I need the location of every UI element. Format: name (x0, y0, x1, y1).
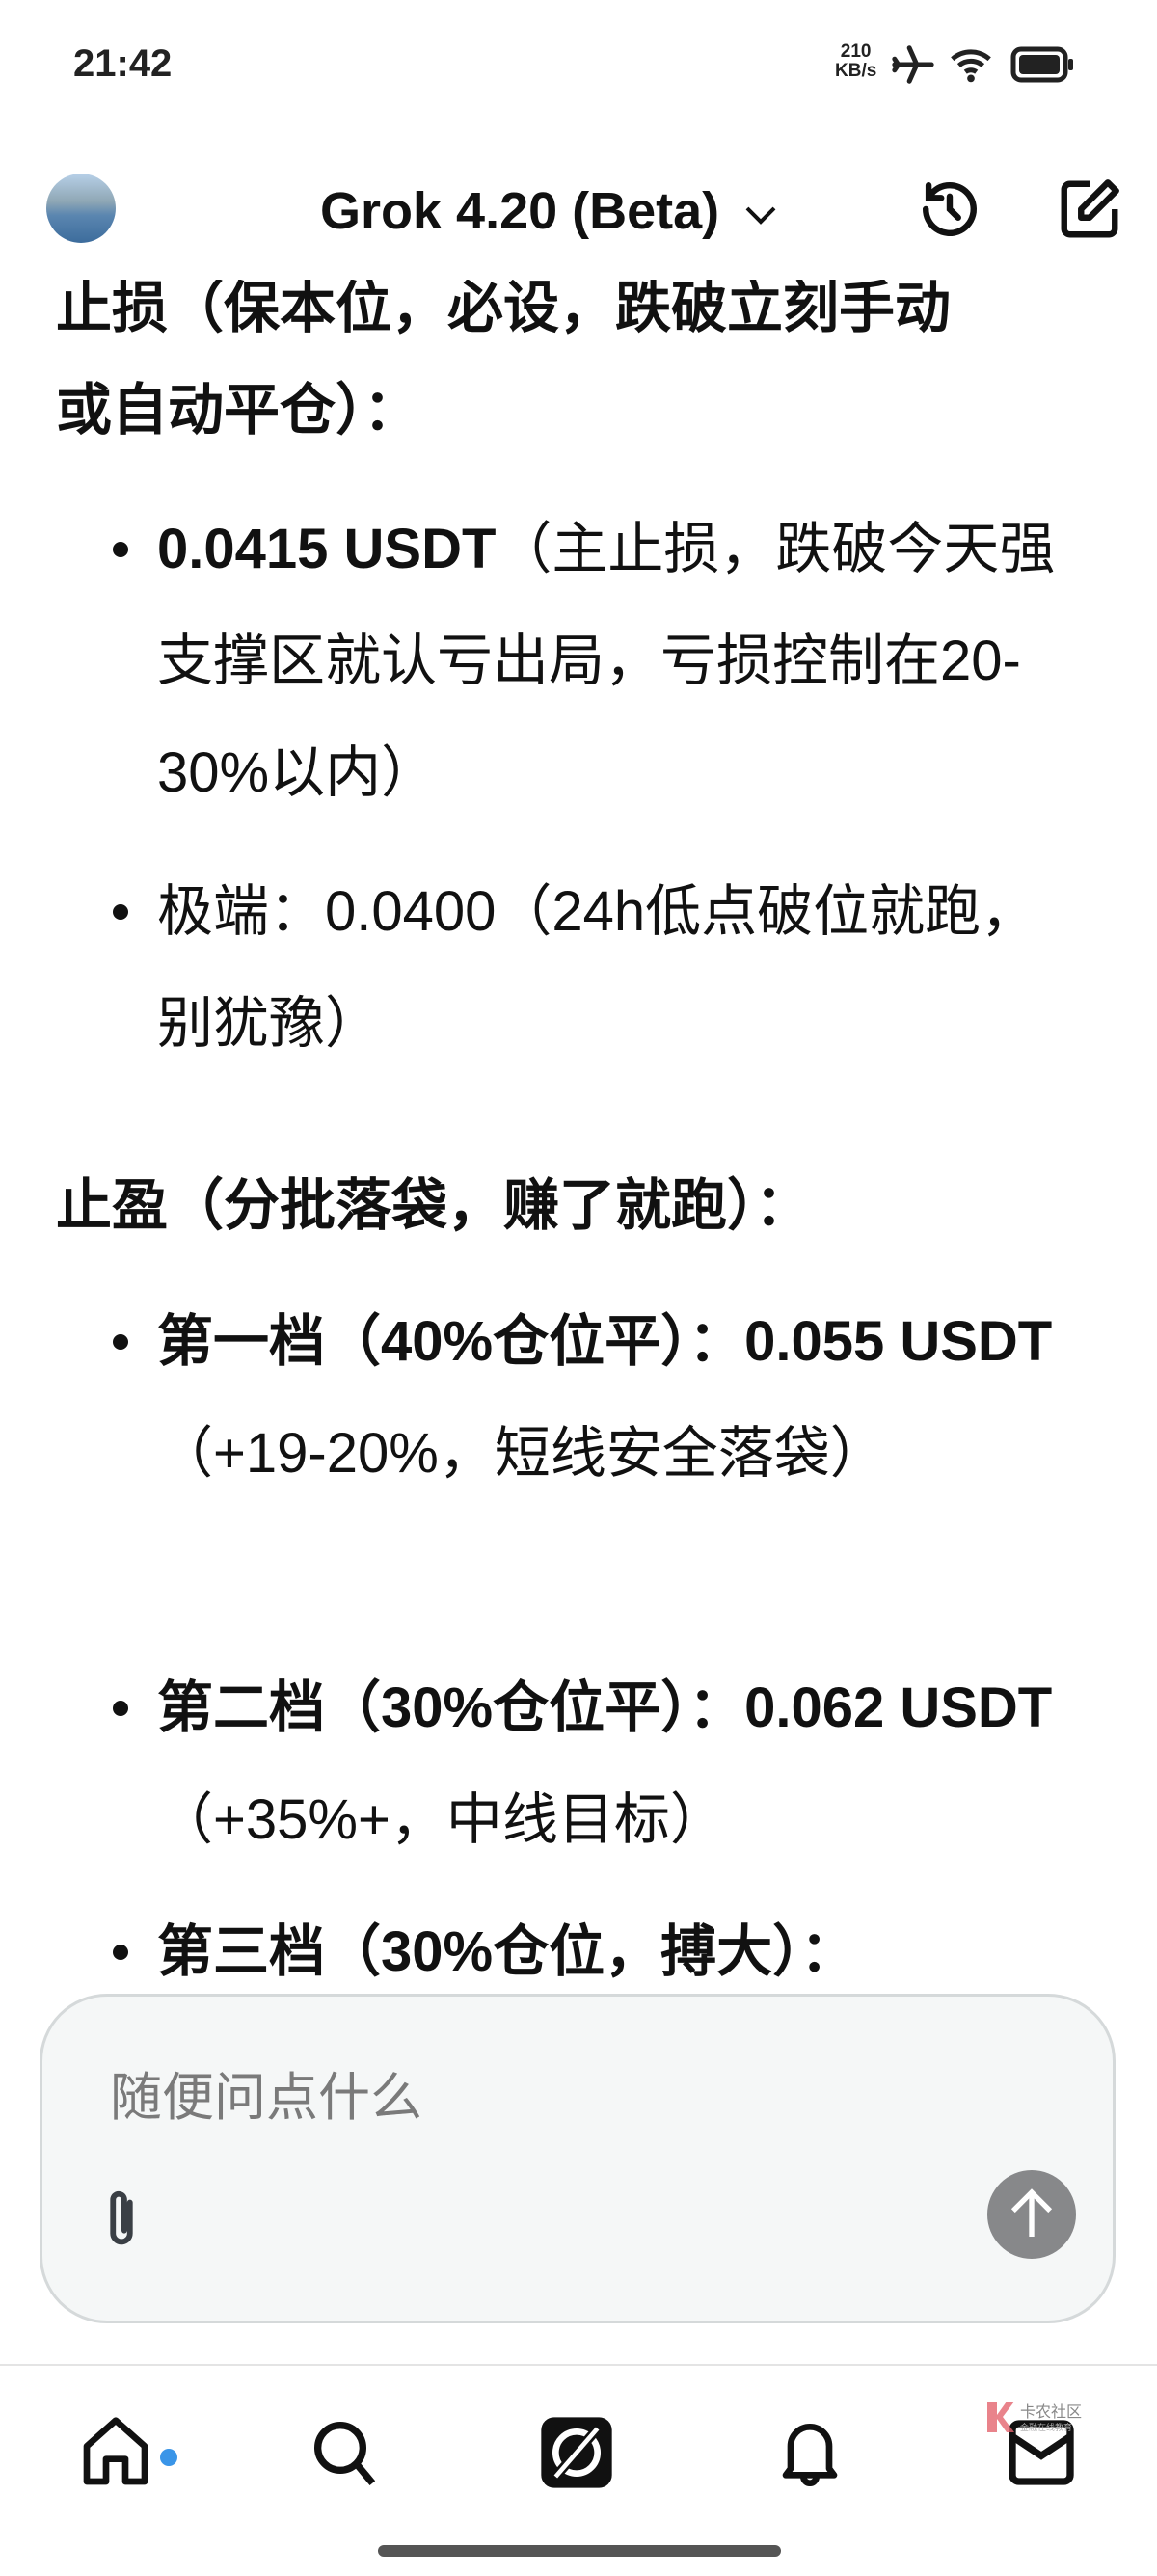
tier-label: 第三档（30%仓位，搏大）： (157, 1920, 857, 1983)
new-chat-icon[interactable] (1056, 175, 1123, 243)
notification-dot (160, 2449, 177, 2466)
paperclip-icon[interactable] (94, 2186, 148, 2253)
status-bar: 21:42 210 KB/s (0, 0, 1157, 135)
item-text: （+19-20%，短线安全落袋） (157, 1422, 886, 1485)
price-value: 0.062 USDT (744, 1677, 1053, 1739)
svg-text:卡农社区: 卡农社区 (1020, 2402, 1082, 2421)
search-icon (314, 2422, 376, 2486)
nav-home[interactable] (77, 2414, 177, 2491)
grok-icon (541, 2417, 612, 2488)
nav-messages[interactable] (1003, 2414, 1080, 2491)
avatar[interactable] (46, 174, 116, 243)
send-button[interactable] (987, 2170, 1076, 2259)
stop-loss-heading-line2: 或自动平仓）： (56, 379, 420, 442)
home-indicator[interactable] (378, 2545, 781, 2557)
app-header: Grok 4.20 (Beta) (0, 135, 1157, 280)
item-text: 极端：0.0400（24h低点破位就跑，别犹豫） (157, 880, 1037, 1055)
svg-text:金融在线教育: 金融在线教育 (1020, 2422, 1072, 2433)
bell-icon (782, 2424, 838, 2486)
price-value: 0.055 USDT (744, 1310, 1053, 1373)
watermark-logo: 卡农社区 金融在线教育 (983, 2398, 1099, 2441)
price-value: 0.0415 USDT (157, 518, 497, 580)
message-input-placeholder[interactable]: 随便问点什么 (110, 2069, 422, 2127)
chevron-down-icon (745, 206, 776, 225)
home-icon (83, 2417, 148, 2485)
nav-search[interactable] (307, 2414, 384, 2491)
battery-icon (1010, 46, 1073, 83)
mail-icon (1009, 2420, 1074, 2485)
notification-qr-icon (197, 50, 226, 79)
list-item: 第三档（30%仓位，搏大）： (113, 1896, 1083, 2008)
model-title: Grok 4.20 (Beta) (320, 182, 720, 240)
arrow-up-icon (1010, 2188, 1053, 2237)
speed-unit: KB/s (835, 61, 877, 81)
network-speed: 210 KB/s (835, 42, 876, 81)
list-item: 极端：0.0400（24h低点破位就跑，别犹豫） (113, 856, 1083, 1080)
speed-value: 210 (840, 41, 872, 62)
take-profit-heading: 止盈（分批落袋，赚了就跑）： (56, 1174, 812, 1237)
history-icon[interactable] (916, 175, 983, 243)
model-selector[interactable]: Grok 4.20 (Beta) (320, 181, 780, 241)
bottom-nav (0, 2364, 1157, 2576)
nav-grok[interactable] (538, 2414, 615, 2491)
item-text: （主止损，跌破今天强支撑区就认亏出局，亏损控制在20-30%以内） (157, 518, 1056, 804)
status-time: 21:42 (73, 42, 173, 85)
message-composer[interactable]: 随便问点什么 (40, 1994, 1116, 2323)
item-text: （+35%+，中线目标） (157, 1788, 726, 1851)
stop-loss-heading-line1: 止损（保本位，必设，跌破立刻手动 (56, 277, 952, 339)
airplane-mode-icon (892, 45, 934, 84)
wifi-icon (951, 49, 991, 83)
tier-label: 第二档（30%仓位平）： (157, 1677, 745, 1739)
list-item: 第二档（30%仓位平）：0.062 USDT （+35%+，中线目标） (113, 1652, 1083, 1876)
tier-label: 第一档（40%仓位平）： (157, 1310, 745, 1373)
nav-notifications[interactable] (771, 2414, 848, 2491)
list-item: 第一档（40%仓位平）：0.055 USDT （+19-20%，短线安全落袋） (113, 1286, 1083, 1510)
list-item: 0.0415 USDT（主止损，跌破今天强支撑区就认亏出局，亏损控制在20-30… (113, 494, 1083, 829)
